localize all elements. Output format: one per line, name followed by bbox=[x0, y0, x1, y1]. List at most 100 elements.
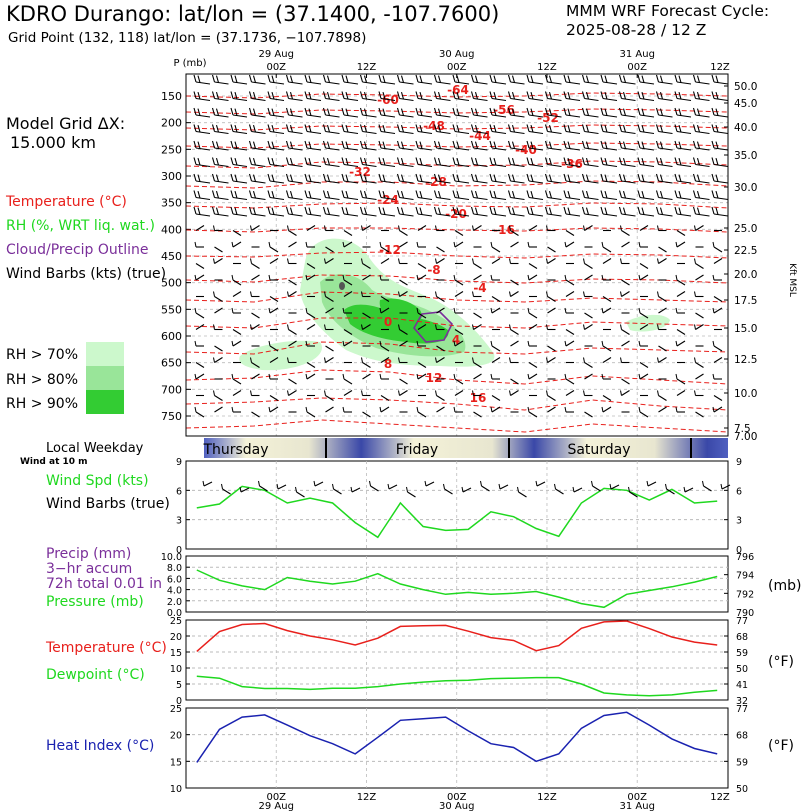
wind-barb-flag bbox=[511, 141, 516, 149]
wind-barb-flag bbox=[601, 274, 604, 281]
wind-barb-flag bbox=[304, 157, 308, 165]
wind-barb bbox=[269, 406, 279, 413]
surface-wind-barb bbox=[296, 491, 305, 498]
wind-barb-flag bbox=[618, 107, 623, 116]
model-cycle: MMM WRF Forecast Cycle: 2025-08-28 / 12 … bbox=[566, 2, 769, 40]
wind-barb bbox=[676, 378, 686, 385]
isotherm bbox=[185, 202, 729, 209]
isotherm-label: -40 bbox=[515, 143, 537, 157]
wind-barb-flag bbox=[382, 190, 386, 199]
wind-barb bbox=[195, 411, 205, 418]
wind-barb bbox=[343, 329, 353, 335]
wind-barb-flag bbox=[193, 91, 197, 99]
wind-barb bbox=[454, 81, 470, 85]
wind-barb-flag bbox=[396, 107, 401, 116]
wind-barb-flag bbox=[692, 140, 697, 149]
wind-barb bbox=[417, 213, 433, 217]
surface-wind-barb-flag bbox=[572, 486, 575, 493]
wind-barb-flag bbox=[581, 140, 586, 149]
wind-barb bbox=[325, 395, 334, 401]
surface-wind-barb bbox=[721, 484, 731, 490]
wind-barb-flag bbox=[581, 124, 586, 132]
wind-barb-flag bbox=[231, 406, 234, 413]
wind-barb-flag bbox=[230, 74, 234, 83]
wind-barb bbox=[195, 163, 211, 168]
wind-barb-flag bbox=[694, 225, 696, 231]
wind-barb bbox=[380, 296, 390, 302]
wind-barb bbox=[399, 291, 408, 297]
wind-barb bbox=[399, 180, 414, 184]
wind-barb-flag bbox=[379, 274, 382, 281]
wind-barb bbox=[306, 373, 316, 380]
wind-barb bbox=[473, 196, 488, 201]
wind-barb-flag bbox=[530, 108, 534, 116]
wind-barb bbox=[325, 97, 340, 102]
precip-label-line1: Precip (mm) bbox=[46, 546, 132, 562]
wind-barb bbox=[251, 312, 260, 319]
wind-barb bbox=[584, 225, 593, 231]
wind-barb-flag bbox=[544, 140, 549, 149]
wind-barb bbox=[602, 130, 618, 135]
wind-barb-flag bbox=[231, 274, 234, 281]
wind-barb bbox=[491, 163, 507, 168]
wind-barb bbox=[602, 81, 618, 85]
pressure-tick-label: 750 bbox=[161, 410, 182, 423]
wind-barb bbox=[713, 213, 729, 217]
wind-barb bbox=[510, 81, 525, 85]
wind-barb-flag bbox=[289, 75, 294, 83]
wind-barb bbox=[214, 395, 223, 401]
wind-barb bbox=[195, 147, 211, 151]
wind-barb-flag bbox=[252, 108, 257, 116]
wind-barb-flag bbox=[419, 207, 423, 215]
wind-barb bbox=[362, 213, 377, 217]
wind-barb bbox=[713, 258, 723, 264]
top-time-tick-label: 00Z bbox=[447, 62, 467, 73]
wind-barb-flag bbox=[324, 324, 326, 330]
wind-barb bbox=[621, 81, 636, 85]
wind-barb bbox=[454, 114, 470, 118]
wind-barb-flag bbox=[382, 207, 386, 215]
wind-barb-flag bbox=[289, 174, 294, 182]
temp-right-tick-label: 68 bbox=[736, 632, 748, 643]
wind-barb bbox=[491, 406, 501, 413]
wind-barb-flag bbox=[341, 140, 345, 149]
wind-barb bbox=[306, 324, 316, 330]
wind-barb bbox=[510, 241, 519, 248]
surface-wind-barb bbox=[462, 487, 472, 493]
wind-barb bbox=[232, 340, 242, 347]
wind-barb bbox=[399, 241, 408, 248]
wind-barb-flag bbox=[712, 274, 715, 281]
wind-barb-flag bbox=[678, 141, 682, 149]
heat-left-tick-label: 10 bbox=[170, 784, 182, 795]
wind-barb-flag bbox=[415, 157, 419, 165]
wind-barb-flag bbox=[507, 173, 512, 182]
wind-barb bbox=[306, 147, 322, 151]
wind-barb-flag bbox=[715, 91, 719, 100]
wind-barb bbox=[565, 130, 581, 135]
wind-barb bbox=[547, 196, 562, 201]
wind-barb bbox=[454, 291, 464, 297]
wind-barb-flag bbox=[213, 390, 215, 396]
wind-barb-flag bbox=[379, 307, 382, 314]
wind-barb-flag bbox=[322, 124, 327, 132]
surface-wind-barb-flag bbox=[406, 486, 408, 493]
wind-barb-flag bbox=[363, 141, 368, 149]
legend-temperature: Temperature (°C) bbox=[6, 194, 127, 210]
heat-right-tick-label: 59 bbox=[736, 757, 748, 768]
wind-barb-flag bbox=[474, 141, 479, 149]
wind-barb-flag bbox=[304, 74, 308, 83]
wind-barb-flag bbox=[230, 173, 234, 182]
isotherm bbox=[185, 108, 729, 115]
wind-barb-flag bbox=[211, 107, 216, 116]
wind-barb-flag bbox=[271, 141, 275, 149]
wind-barb-flag bbox=[194, 406, 197, 413]
wind-barb bbox=[584, 274, 593, 281]
precip-label-line3: 72h total 0.01 in bbox=[46, 576, 162, 592]
surface-wind-barb-flag bbox=[443, 483, 445, 490]
wind-barb-flag bbox=[213, 324, 215, 330]
wind-barb bbox=[658, 163, 673, 168]
wind-barb-flag bbox=[435, 390, 437, 396]
wind-right-tick-label: 3 bbox=[736, 516, 742, 527]
kft-tick-label: 7.00 bbox=[734, 431, 757, 443]
temp-left-tick-label: 20 bbox=[170, 632, 182, 643]
